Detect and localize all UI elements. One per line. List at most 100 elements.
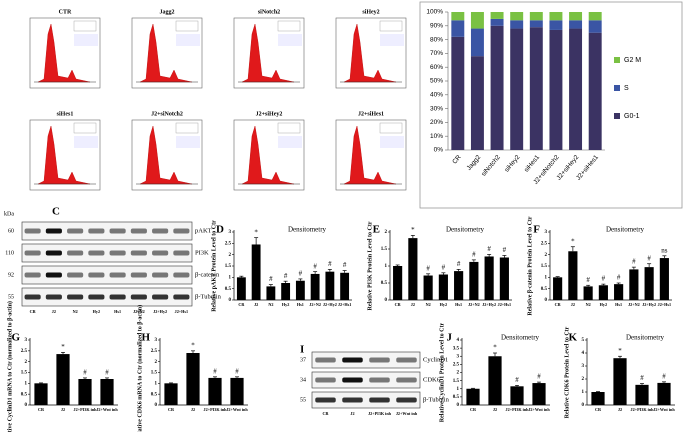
bar-segment [588, 12, 602, 21]
blot-band [369, 397, 390, 403]
lane-label: J2 [350, 411, 354, 416]
blot-strip [21, 243, 193, 263]
y-tick-label: 1 [229, 275, 232, 280]
x-tick-label: Hs1 [615, 302, 622, 307]
blot-band [109, 250, 126, 256]
y-tick-label: 80% [430, 36, 443, 43]
y-tick-label: 2.5 [541, 241, 548, 246]
x-tick-label: Hy2 [282, 302, 289, 307]
bar [510, 386, 524, 405]
bar-segment [490, 18, 504, 26]
y-tick-label: 100% [426, 9, 443, 16]
blot-band [130, 250, 147, 256]
y-tick-label: 70% [430, 50, 443, 57]
blot-band [67, 294, 84, 300]
bar-segment [451, 36, 465, 151]
x-tick-label: CR [168, 407, 175, 412]
y-tick-label: 2 [582, 377, 585, 382]
bar [230, 377, 244, 405]
panel-label: K [568, 332, 577, 344]
legend-label: S [624, 85, 629, 92]
significance-mark: # [503, 246, 507, 254]
lane-label: N2 [73, 309, 78, 314]
y-tick-label: 3.5 [453, 346, 460, 351]
protein-label: pAKT [195, 227, 212, 234]
x-tick-label: CR [395, 302, 402, 307]
bar [499, 257, 509, 300]
x-tick-label: J2 [61, 407, 65, 412]
bar-segment [470, 12, 484, 29]
flow-histogram [241, 23, 295, 83]
y-tick-label: 2.5 [453, 363, 460, 368]
bar-segment [549, 20, 563, 30]
blot-band [109, 272, 126, 278]
x-tick-label: J2+Hs1 [338, 302, 352, 307]
x-tick-label: J2+Wnt inh [96, 407, 118, 412]
x-tick-label: J2 [191, 407, 195, 412]
bar-segment [529, 27, 543, 150]
blot-band [315, 377, 336, 383]
x-tick-label: CR [451, 154, 463, 166]
blot-strip [311, 391, 421, 409]
y-tick-label: 60% [430, 64, 443, 71]
blot-band [369, 357, 390, 363]
bar [659, 258, 669, 300]
y-tick-label: 3 [582, 364, 585, 369]
lane-label: Hy2 [93, 309, 100, 314]
blot-band [130, 294, 147, 300]
blot-band [396, 377, 417, 383]
y-tick-label: 30% [430, 105, 443, 112]
significance-mark: # [602, 275, 606, 283]
protein-label: PI3K [195, 249, 209, 256]
kda-header: kDa [4, 211, 14, 217]
x-tick-label: J2+Hy2 [642, 302, 656, 307]
x-tick-label: N2 [268, 302, 273, 307]
lane-label: J2 [52, 309, 56, 314]
x-tick-label: J2 [254, 302, 258, 307]
y-axis-label: Relative CDK6 Protein Level to Ctr [564, 326, 570, 418]
bar [613, 358, 627, 405]
panel-label: J [447, 332, 453, 344]
kda-label: 110 [5, 250, 14, 256]
significance-mark: # [647, 254, 651, 262]
blot-strip [311, 371, 421, 389]
lane-label: J2+Hy2 [153, 309, 167, 314]
lane-label: J2+N2 [133, 309, 145, 314]
x-tick-label: Hy2 [600, 302, 607, 307]
y-tick-label: 3 [155, 338, 158, 343]
y-tick-label: 20% [430, 119, 443, 126]
kda-label: 55 [300, 397, 306, 403]
significance-mark: * [571, 237, 575, 245]
bar [635, 384, 649, 405]
flow-plot-frame [335, 119, 407, 191]
y-tick-label: 3 [229, 230, 232, 235]
flow-histogram [343, 125, 397, 185]
kda-label: 34 [300, 377, 306, 383]
blot-band [24, 272, 41, 278]
blot-band [173, 272, 190, 278]
bar [393, 266, 403, 300]
blot-strip [21, 265, 193, 285]
flow-stats [74, 136, 98, 148]
y-tick-label: 2.5 [151, 349, 158, 354]
panel-label: H [141, 332, 150, 344]
kda-label: 37 [300, 357, 306, 363]
blot-band [109, 294, 126, 300]
flow-plot-frame [233, 119, 305, 191]
blot-strip [21, 221, 193, 241]
flow-stats [176, 136, 200, 148]
bar [488, 356, 502, 405]
flow-legend [379, 122, 403, 134]
blot-band [67, 250, 84, 256]
significance-mark: # [213, 367, 217, 375]
significance-mark: # [457, 260, 461, 268]
bar-segment [490, 25, 504, 150]
flow-panel-title: siHey2 [362, 9, 379, 15]
legend-swatch [614, 113, 620, 119]
bar [408, 238, 418, 300]
kda-label: 55 [8, 294, 14, 300]
panel-label: E [373, 224, 380, 236]
y-tick-label: 1 [582, 390, 585, 395]
panel-label: I [300, 344, 304, 356]
